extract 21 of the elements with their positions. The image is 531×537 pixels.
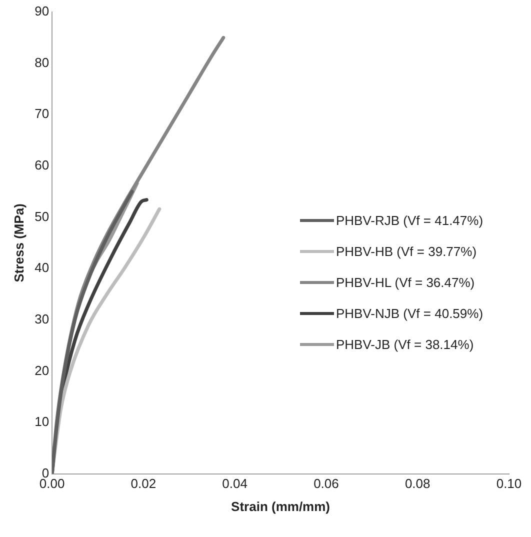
y-tick-label: 90 bbox=[34, 4, 50, 19]
legend-label: PHBV-JB (Vf = 38.14%) bbox=[336, 337, 474, 352]
y-axis-title: Stress (MPa) bbox=[11, 204, 26, 282]
y-tick-label: 50 bbox=[34, 208, 50, 224]
x-axis-title: Strain (mm/mm) bbox=[231, 498, 330, 514]
y-tick-label: 20 bbox=[34, 362, 50, 378]
x-tick-label: 0.06 bbox=[314, 476, 339, 492]
y-tick-label: 40 bbox=[34, 260, 50, 276]
y-tick-label: 10 bbox=[34, 414, 50, 430]
y-tick-label: 80 bbox=[34, 54, 50, 70]
x-tick-label: 0.02 bbox=[130, 476, 156, 492]
legend-label: PHBV-RJB (Vf = 41.47%) bbox=[336, 213, 484, 228]
y-tick-label: 30 bbox=[34, 311, 50, 326]
y-tick-label: 70 bbox=[34, 106, 50, 122]
x-tick-label: 0.10 bbox=[496, 476, 522, 492]
x-tick-label: 0.04 bbox=[222, 476, 248, 492]
y-tick-label: 60 bbox=[34, 158, 50, 173]
x-tick-label: 0.08 bbox=[404, 476, 430, 492]
legend-label: PHBV-HB (Vf = 39.77%) bbox=[336, 244, 477, 259]
legend-label: PHBV-HL (Vf = 36.47%) bbox=[336, 275, 475, 290]
legend-label: PHBV-NJB (Vf = 40.59%) bbox=[336, 306, 484, 321]
